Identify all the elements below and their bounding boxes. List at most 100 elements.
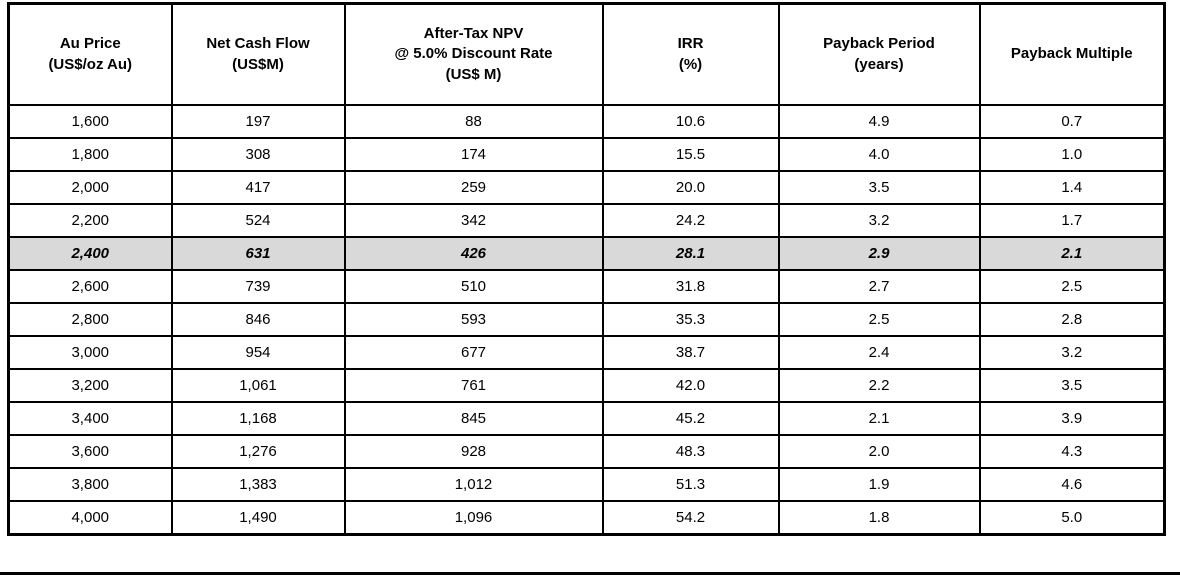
table-cell: 2,600 <box>7 269 173 304</box>
table-header: Au Price (US$/oz Au) Net Cash Flow (US$M… <box>7 2 1166 106</box>
header-row: Au Price (US$/oz Au) Net Cash Flow (US$M… <box>7 2 1166 106</box>
table-cell: 1,012 <box>343 467 604 502</box>
column-header-irr: IRR (%) <box>601 2 780 106</box>
table-cell: 3.5 <box>777 170 981 205</box>
table-row: 3,400 1,168 845 45.2 2.1 3.9 <box>7 401 1166 436</box>
table-cell: 3,000 <box>7 335 173 370</box>
table-cell: 761 <box>343 368 604 403</box>
table-cell: 51.3 <box>601 467 780 502</box>
table-cell: 1.0 <box>978 137 1166 172</box>
table-row: 2,400 631 426 28.1 2.9 2.1 <box>7 236 1166 271</box>
table-cell: 1,276 <box>170 434 346 469</box>
table-cell: 3,400 <box>7 401 173 436</box>
table-cell: 2.2 <box>777 368 981 403</box>
table-row: 1,800 308 174 15.5 4.0 1.0 <box>7 137 1166 172</box>
table-cell: 3,600 <box>7 434 173 469</box>
table-cell: 3.2 <box>978 335 1166 370</box>
table-cell: 593 <box>343 302 604 337</box>
table-cell: 4.6 <box>978 467 1166 502</box>
table-cell: 45.2 <box>601 401 780 436</box>
table-cell: 2,000 <box>7 170 173 205</box>
column-header-payback-period: Payback Period (years) <box>777 2 981 106</box>
table-cell: 1,383 <box>170 467 346 502</box>
table-cell: 2.8 <box>978 302 1166 337</box>
table-cell: 42.0 <box>601 368 780 403</box>
table-row: 2,200 524 342 24.2 3.2 1.7 <box>7 203 1166 238</box>
table-cell: 259 <box>343 170 604 205</box>
table-cell: 1,800 <box>7 137 173 172</box>
table-cell: 677 <box>343 335 604 370</box>
table-cell: 24.2 <box>601 203 780 238</box>
table-cell: 510 <box>343 269 604 304</box>
table-row: 2,800 846 593 35.3 2.5 2.8 <box>7 302 1166 337</box>
table-cell: 4.3 <box>978 434 1166 469</box>
table-cell: 2,800 <box>7 302 173 337</box>
table-cell: 2.1 <box>978 236 1166 271</box>
column-header-au-price: Au Price (US$/oz Au) <box>7 2 173 106</box>
table-cell: 1.8 <box>777 500 981 536</box>
table-cell: 0.7 <box>978 104 1166 139</box>
table-cell: 308 <box>170 137 346 172</box>
table-cell: 426 <box>343 236 604 271</box>
column-header-after-tax-npv: After-Tax NPV @ 5.0% Discount Rate (US$ … <box>343 2 604 106</box>
table-row: 3,200 1,061 761 42.0 2.2 3.5 <box>7 368 1166 403</box>
gold-price-sensitivity-table: Au Price (US$/oz Au) Net Cash Flow (US$M… <box>7 2 1166 536</box>
table-cell: 631 <box>170 236 346 271</box>
column-header-net-cash-flow: Net Cash Flow (US$M) <box>170 2 346 106</box>
table-cell: 342 <box>343 203 604 238</box>
table-cell: 1,490 <box>170 500 346 536</box>
table-cell: 197 <box>170 104 346 139</box>
table-cell: 928 <box>343 434 604 469</box>
table-row: 3,000 954 677 38.7 2.4 3.2 <box>7 335 1166 370</box>
column-header-payback-multiple: Payback Multiple <box>978 2 1166 106</box>
table-row: 1,600 197 88 10.6 4.9 0.7 <box>7 104 1166 139</box>
table-cell: 2,200 <box>7 203 173 238</box>
table-row: 3,800 1,383 1,012 51.3 1.9 4.6 <box>7 467 1166 502</box>
table-cell: 2.0 <box>777 434 981 469</box>
table-cell: 2.7 <box>777 269 981 304</box>
table-cell: 4.0 <box>777 137 981 172</box>
table-cell: 1.7 <box>978 203 1166 238</box>
table-cell: 3,800 <box>7 467 173 502</box>
table-cell: 2.4 <box>777 335 981 370</box>
table-cell: 1,168 <box>170 401 346 436</box>
table-cell: 28.1 <box>601 236 780 271</box>
table-cell: 3.5 <box>978 368 1166 403</box>
sensitivity-table-container: Au Price (US$/oz Au) Net Cash Flow (US$M… <box>7 2 1166 536</box>
table-cell: 4,000 <box>7 500 173 536</box>
table-row: 4,000 1,490 1,096 54.2 1.8 5.0 <box>7 500 1166 536</box>
table-cell: 20.0 <box>601 170 780 205</box>
table-cell: 31.8 <box>601 269 780 304</box>
table-cell: 10.6 <box>601 104 780 139</box>
table-cell: 5.0 <box>978 500 1166 536</box>
table-cell: 1.9 <box>777 467 981 502</box>
table-body: 1,600 197 88 10.6 4.9 0.7 1,800 308 174 15.5 4.0 1.… <box>7 104 1166 536</box>
table-cell: 15.5 <box>601 137 780 172</box>
table-cell: 48.3 <box>601 434 780 469</box>
table-cell: 846 <box>170 302 346 337</box>
table-cell: 417 <box>170 170 346 205</box>
table-cell: 54.2 <box>601 500 780 536</box>
table-cell: 1,096 <box>343 500 604 536</box>
table-row: 3,600 1,276 928 48.3 2.0 4.3 <box>7 434 1166 469</box>
table-cell: 524 <box>170 203 346 238</box>
table-cell: 4.9 <box>777 104 981 139</box>
table-row: 2,600 739 510 31.8 2.7 2.5 <box>7 269 1166 304</box>
page-bottom-rule <box>0 572 1180 575</box>
table-cell: 2.1 <box>777 401 981 436</box>
table-cell: 3.2 <box>777 203 981 238</box>
table-cell: 2.5 <box>978 269 1166 304</box>
table-cell: 2,400 <box>7 236 173 271</box>
table-cell: 2.9 <box>777 236 981 271</box>
table-cell: 174 <box>343 137 604 172</box>
table-cell: 1,600 <box>7 104 173 139</box>
table-cell: 1.4 <box>978 170 1166 205</box>
table-cell: 1,061 <box>170 368 346 403</box>
table-cell: 2.5 <box>777 302 981 337</box>
table-cell: 954 <box>170 335 346 370</box>
table-cell: 3.9 <box>978 401 1166 436</box>
table-row: 2,000 417 259 20.0 3.5 1.4 <box>7 170 1166 205</box>
table-cell: 3,200 <box>7 368 173 403</box>
table-cell: 38.7 <box>601 335 780 370</box>
table-cell: 845 <box>343 401 604 436</box>
